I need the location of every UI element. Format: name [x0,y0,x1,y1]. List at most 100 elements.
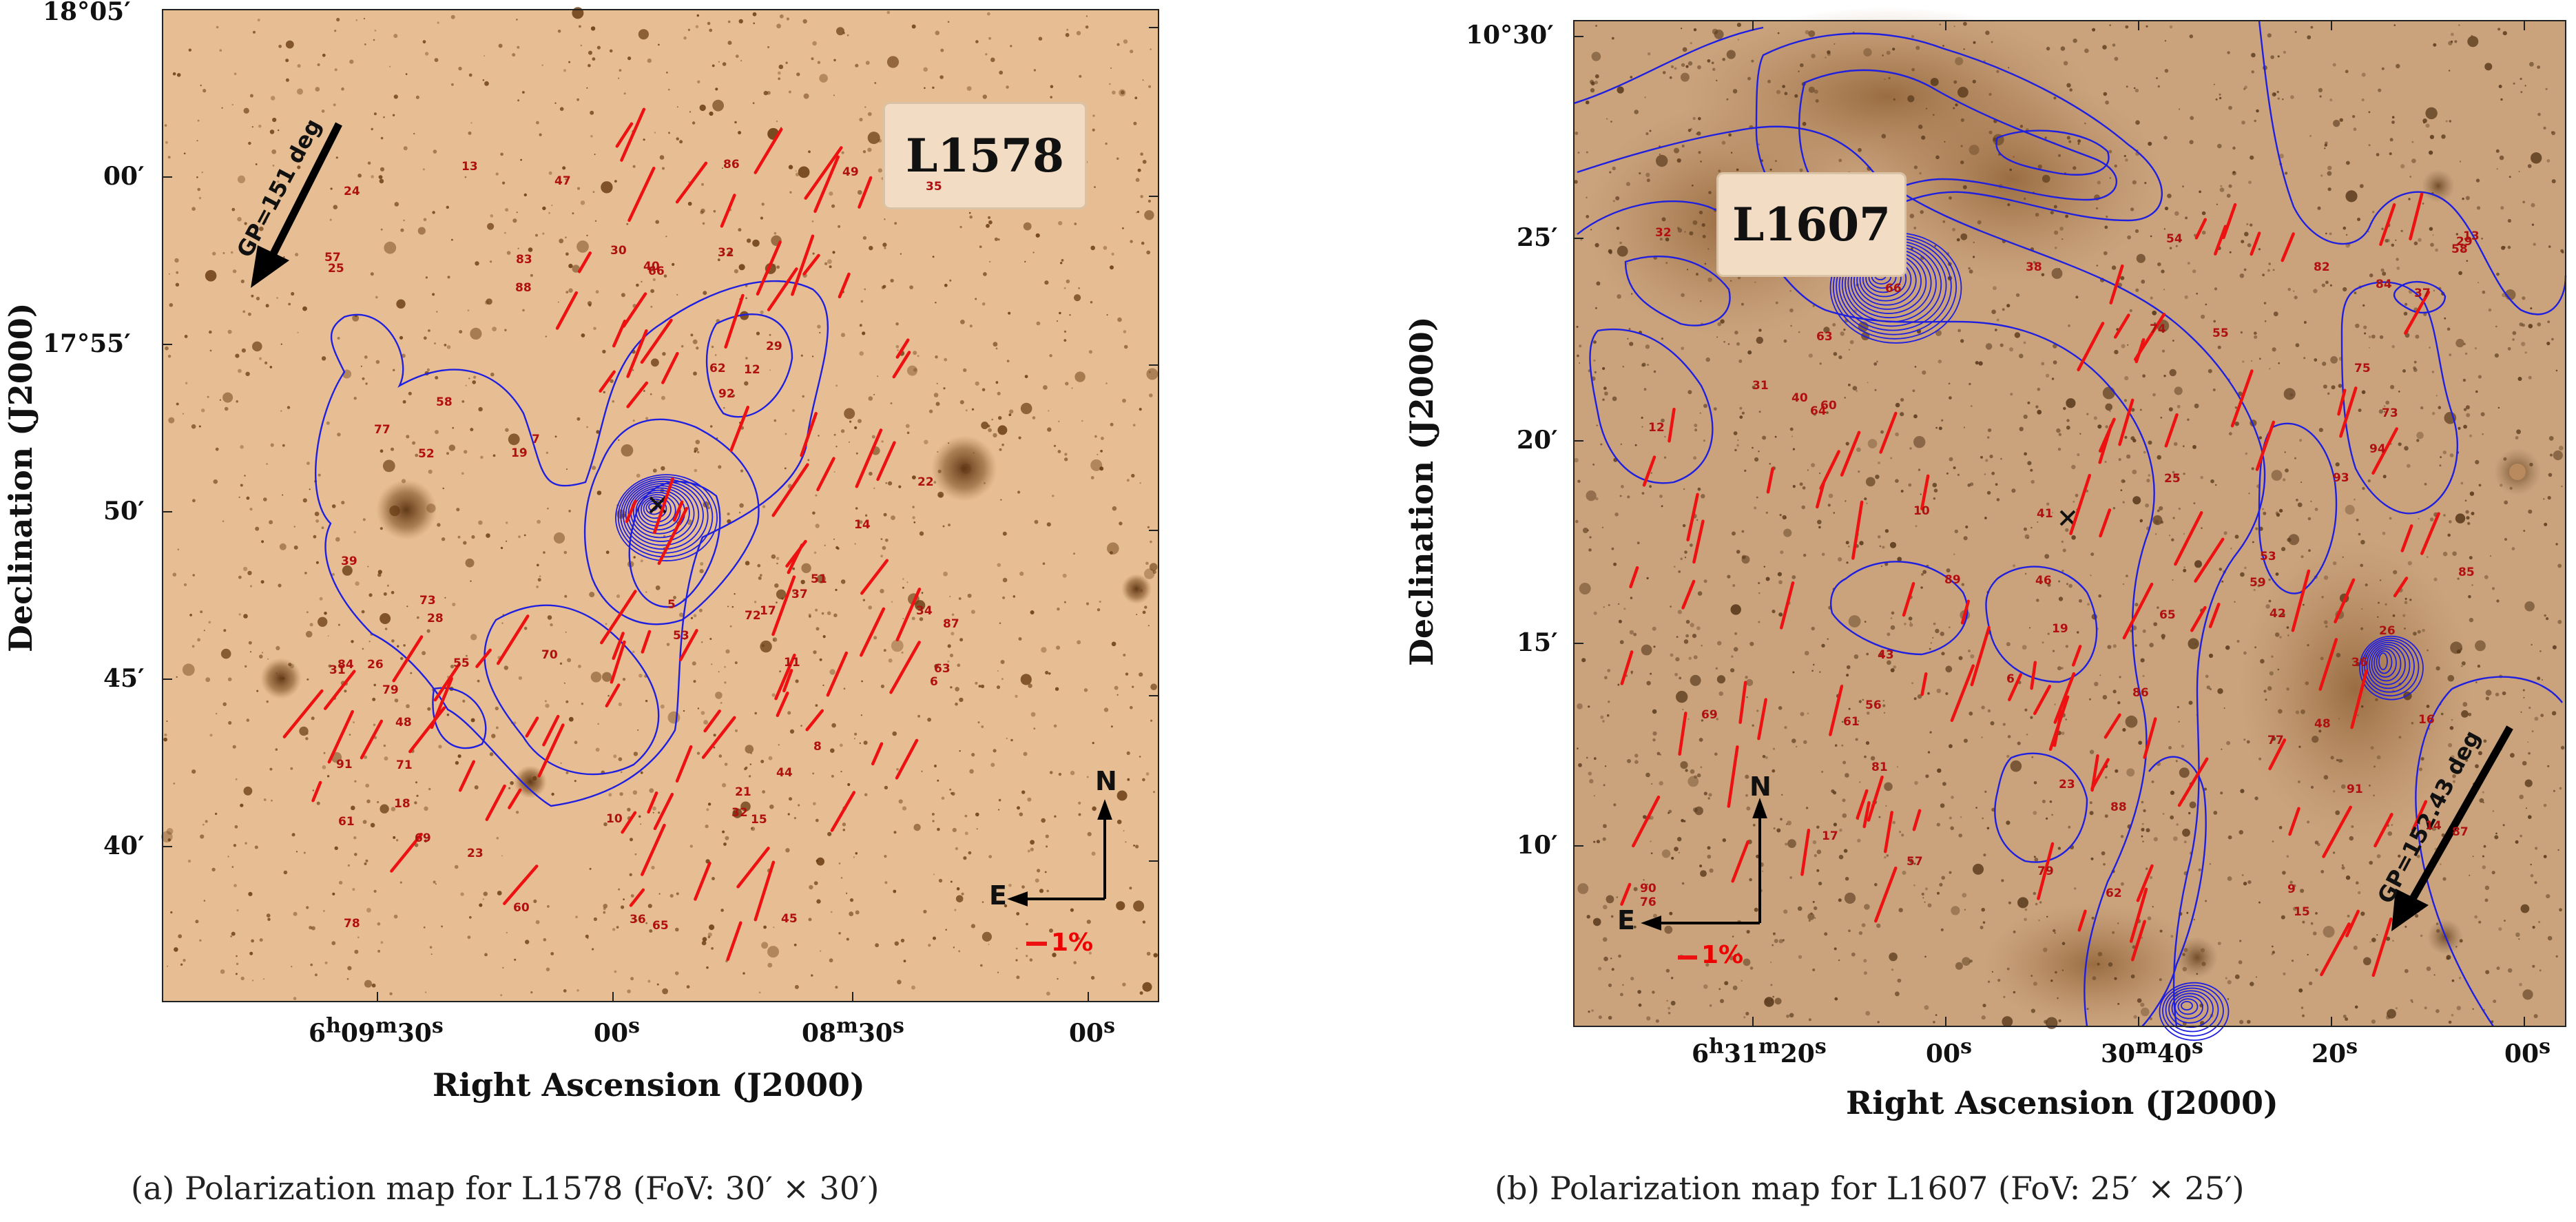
field-star [236,962,239,966]
field-star [618,888,621,891]
field-star [1650,852,1653,854]
field-star [2168,407,2173,412]
field-star [2307,644,2309,647]
field-star [2164,40,2167,42]
field-star [638,29,650,40]
field-star [2385,1015,2391,1020]
field-star [2146,828,2150,833]
field-star [2496,272,2500,276]
field-star [835,384,838,387]
field-star [579,25,581,28]
field-star [2126,768,2135,777]
field-star [467,309,470,311]
field-star [760,310,764,315]
field-star [2482,865,2486,869]
field-star [2409,176,2411,178]
field-star [1681,63,1685,68]
field-star [727,251,733,256]
field-star [618,77,620,79]
field-star [1132,685,1134,688]
field-star [480,455,484,459]
field-star [2159,978,2162,982]
field-star [2383,405,2386,407]
field-star [833,433,836,436]
field-star [1804,650,1809,656]
field-star [2161,269,2165,273]
field-star [1709,1004,1712,1007]
field-star [2452,780,2455,783]
field-star [563,682,565,684]
field-star [917,714,921,718]
field-star [981,388,986,392]
field-star [661,466,665,471]
polarization-vector [627,167,656,222]
field-star [612,400,615,403]
field-star [249,94,253,98]
field-star [1692,185,1694,187]
field-star [1737,39,1739,41]
field-star [2452,774,2456,778]
field-star [614,970,617,973]
star-number-label: 29 [2456,235,2473,249]
field-star [2220,185,2223,187]
field-star [1877,1021,1880,1024]
field-star [722,830,725,833]
field-star [1994,329,1997,331]
field-star [2540,714,2544,717]
field-star [2281,915,2285,920]
polarization-vector [2008,673,2022,701]
field-star [2520,904,2530,913]
field-star [2157,455,2161,460]
field-star [840,877,843,879]
field-star [693,680,696,683]
field-star [265,304,269,308]
field-star [2296,499,2298,501]
field-star [2439,464,2442,467]
field-star [262,978,265,980]
field-star [205,677,211,683]
field-star [2015,293,2020,298]
star-number-label: 15 [751,813,767,827]
field-star [1965,525,1969,529]
field-star [2378,409,2384,414]
field-star [2440,863,2442,865]
field-star [2192,445,2196,449]
field-star [2209,687,2212,691]
polarization-vector [2134,338,2146,364]
field-star [2407,464,2411,468]
field-star [2531,152,2542,164]
field-star [585,934,589,938]
field-star [1611,37,1614,40]
field-star [906,431,910,435]
field-star [1140,195,1143,198]
polarization-vector [678,629,698,662]
field-star [632,165,636,168]
field-star [1879,545,1882,548]
field-star [940,48,944,52]
field-star [1574,180,1578,184]
field-star [1074,371,1086,382]
polarization-vector [2404,290,2431,335]
field-star [1842,798,1846,802]
field-star [2223,707,2225,709]
field-star [1942,220,1946,223]
field-star [1097,608,1101,612]
field-star [2323,775,2329,780]
field-star [1669,911,1673,915]
field-star [563,69,567,72]
polarization-vector [805,709,824,732]
field-star [1699,738,1703,742]
field-star [432,211,435,214]
field-star [323,752,326,754]
field-star [2351,825,2354,828]
field-star [272,165,275,167]
field-star [777,71,781,75]
field-star [1608,1015,1612,1020]
field-star [1687,718,1690,721]
field-star [2089,801,2092,805]
field-star [975,812,979,817]
field-star [607,694,610,697]
field-star [1924,955,1926,958]
field-star [1803,553,1807,557]
field-star [423,218,427,222]
